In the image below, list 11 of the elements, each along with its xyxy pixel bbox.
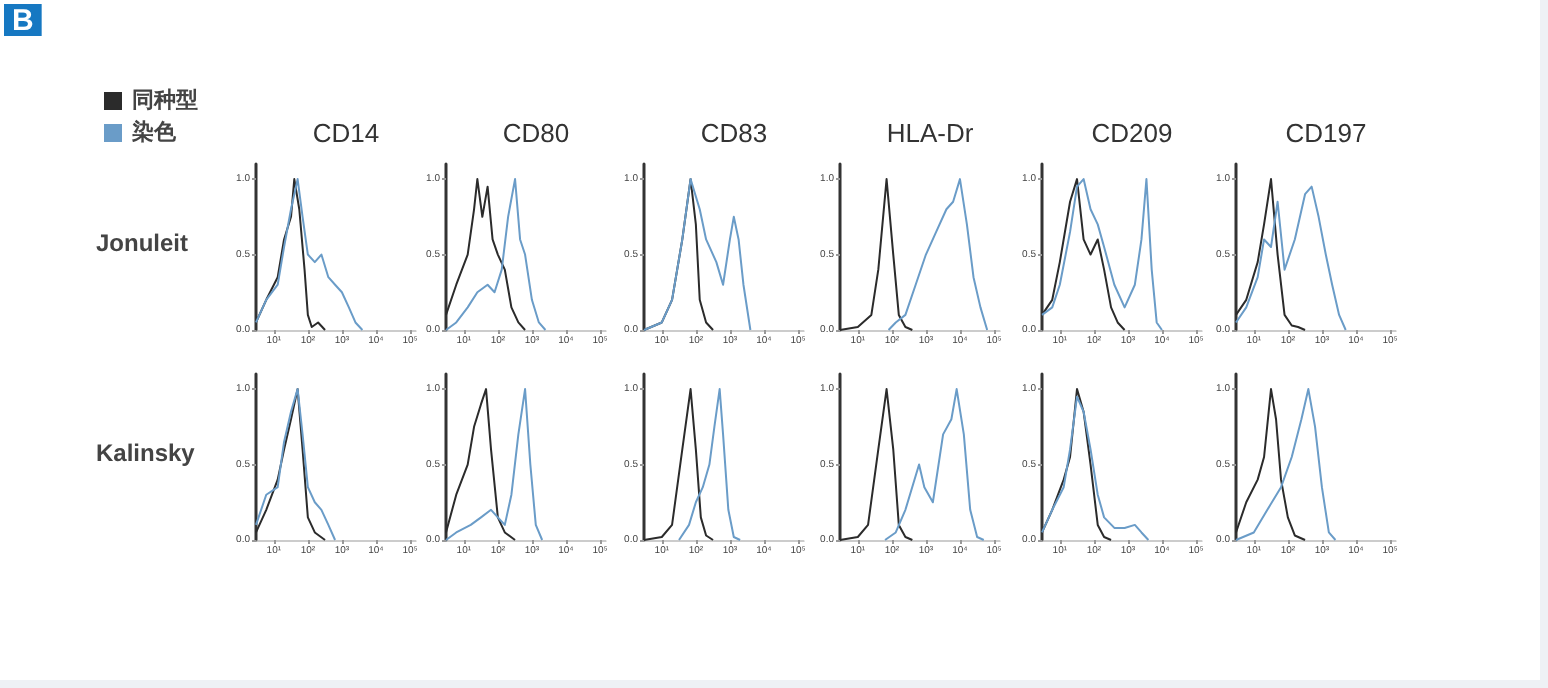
- chart-title: CD14: [312, 118, 380, 148]
- legend-label: 同种型: [132, 87, 198, 113]
- y-axis-title: Jonuleit: [96, 229, 189, 257]
- chart-title: CD197: [1285, 118, 1367, 148]
- chart-title: CD209: [1091, 118, 1173, 148]
- text: B: [12, 4, 34, 38]
- chart-title: CD80: [502, 118, 570, 148]
- y-axis-title: Kalinsky: [96, 439, 196, 467]
- chart-title: CD83: [700, 118, 768, 148]
- chart-title: HLA-Dr: [886, 118, 975, 148]
- legend-label: 染色: [130, 119, 178, 145]
